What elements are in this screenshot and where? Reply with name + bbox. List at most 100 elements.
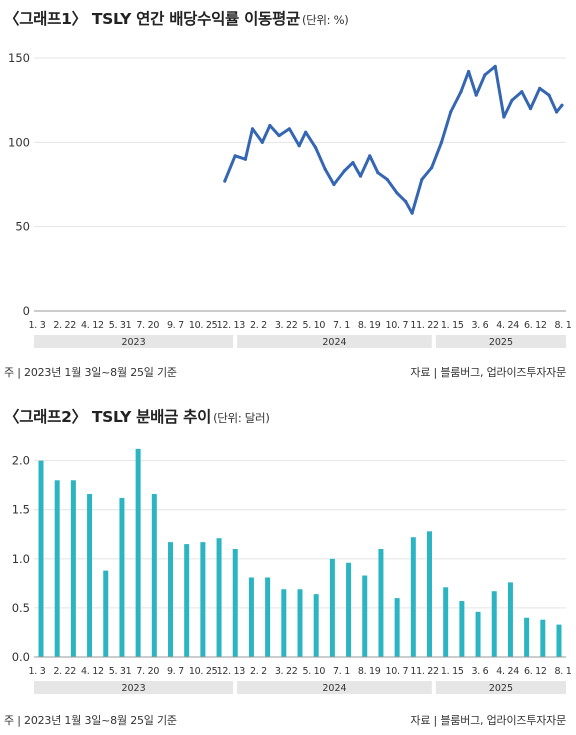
x-tick-label: 5. 31: [109, 320, 132, 331]
data-point: [268, 123, 272, 128]
bar: [184, 544, 190, 657]
x-tick-label: 8. 19: [358, 320, 381, 331]
bar: [313, 594, 319, 657]
year-label: 2025: [489, 683, 513, 694]
bar: [394, 598, 400, 657]
chart2-source: 자료 | 블룸버그, 업라이즈투자자문: [410, 714, 566, 727]
x-tick-label: 7. 1: [333, 666, 350, 677]
data-point: [260, 140, 264, 144]
data-point: [483, 73, 487, 77]
bar: [168, 542, 173, 657]
bar: [329, 558, 335, 657]
x-tick-label: 4. 24: [496, 666, 519, 677]
x-tick-label: 11. 22: [410, 666, 439, 677]
x-tick-label: 1. 3: [29, 320, 46, 331]
data-point: [410, 211, 414, 215]
bar: [103, 570, 109, 657]
x-tick-label: 4. 12: [81, 666, 104, 677]
data-point: [538, 86, 542, 90]
bar: [265, 577, 271, 657]
bar: [443, 587, 449, 657]
data-point: [342, 169, 346, 173]
data-point: [459, 90, 463, 94]
x-tick-label: 7. 1: [333, 320, 350, 331]
x-tick-label: 10. 7: [386, 320, 409, 331]
bar: [475, 611, 481, 657]
x-tick-label: 10. 25: [189, 320, 218, 331]
x-tick-label: 3. 6: [471, 320, 488, 331]
x-tick-label: 4. 12: [81, 320, 104, 331]
x-tick-label: 9. 7: [167, 320, 184, 331]
x-tick-label: 8. 1: [555, 666, 572, 677]
data-point: [376, 171, 380, 175]
x-tick-label: 8. 1: [555, 320, 572, 331]
data-point: [395, 191, 399, 195]
bar: [427, 531, 432, 657]
x-tick-label: 8. 19: [358, 666, 381, 677]
chart1-source: 자료 | 블룸버그, 업라이즈투자자문: [410, 366, 566, 379]
bar: [54, 480, 60, 657]
year-label: 2023: [121, 337, 145, 348]
data-point: [287, 127, 292, 131]
year-label: 2024: [322, 337, 346, 348]
data-point: [449, 110, 453, 114]
line-chart: 0 50 100 150 1. 3 2. 22 4. 12 5. 31 7. 20 9. 7 10.…: [8, 51, 572, 348]
year-label: 2023: [121, 683, 145, 694]
series-line-yield: [223, 64, 564, 215]
bar: [507, 582, 513, 657]
chart1-title: 〈그래프1〉 TSLY 연간 배당수익률 이동평균 (단위: %): [4, 7, 349, 29]
data-point: [332, 182, 336, 187]
x-tick-label: 5. 10: [302, 320, 325, 331]
year-band: [435, 335, 566, 348]
data-point: [368, 154, 372, 158]
x-tick-label: 10. 7: [386, 666, 409, 677]
data-point: [404, 199, 408, 203]
year-label: 2024: [322, 683, 346, 694]
x-tick-label: 12. 13: [217, 320, 246, 331]
year-band: [237, 681, 432, 694]
data-point: [547, 93, 551, 97]
x-tick-label: 11. 22: [410, 320, 439, 331]
y-tick-label: 0.5: [12, 601, 30, 615]
y-tick-label: 1.5: [12, 503, 30, 517]
data-point: [520, 90, 524, 94]
x-tick-label: 6. 12: [524, 320, 547, 331]
bar: [556, 624, 562, 657]
data-point: [358, 174, 363, 178]
data-point: [250, 127, 255, 131]
x-tick-label: 7. 20: [136, 666, 159, 677]
x-tick-label: 7. 20: [136, 320, 159, 331]
bar: [119, 497, 125, 657]
year-band: [435, 681, 566, 694]
data-point: [467, 69, 471, 74]
data-point: [420, 177, 424, 182]
data-point: [474, 93, 478, 97]
x-tick-label: 2. 2: [250, 320, 267, 331]
data-point: [233, 154, 237, 158]
bar: [87, 494, 93, 657]
bar: [248, 577, 254, 657]
y-tick-label: 0: [23, 304, 30, 318]
x-tick-label: 2. 2: [250, 666, 267, 677]
y-tick-label: 0.0: [12, 650, 30, 664]
x-tick-label: 1. 15: [441, 320, 464, 331]
bar: [410, 537, 416, 657]
data-point: [351, 160, 355, 165]
data-point: [223, 179, 227, 183]
y-tick-label: 100: [8, 135, 30, 149]
x-tick-label: 1. 15: [441, 666, 464, 677]
data-point: [243, 157, 248, 161]
year-band: [34, 335, 234, 348]
y-tick-label: 1.0: [12, 552, 30, 566]
year-label: 2025: [489, 337, 513, 348]
bar: [216, 538, 222, 657]
bar: [491, 591, 497, 657]
data-point: [385, 177, 389, 182]
x-tick-label: 1. 3: [29, 666, 46, 677]
bar-chart: 0.0 0.5 1.0 1.5 2.0 1. 3 2. 22 4. 12 5. 31 7. 20 9…: [12, 448, 572, 694]
x-tick-label: 3. 22: [275, 666, 298, 677]
x-tick-label: 12. 13: [217, 666, 246, 677]
data-point: [560, 103, 564, 107]
data-point: [297, 144, 301, 148]
bar: [70, 480, 76, 657]
